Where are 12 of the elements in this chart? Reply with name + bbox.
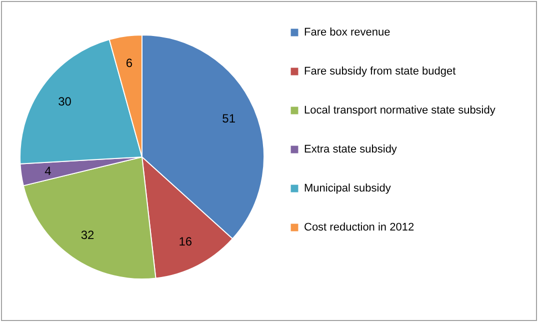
legend-label: Fare box revenue [304,26,390,38]
legend-label: Fare subsidy from state budget [304,66,456,78]
data-label: 51 [222,111,236,126]
legend-label: Local transport normative state subsidy [304,104,496,116]
data-label: 16 [178,234,192,248]
data-label: 6 [126,56,133,70]
data-label: 4 [44,164,52,178]
legend-label: Municipal subsidy [304,182,392,194]
legend-label: Cost reduction in 2012 [304,222,414,234]
legend-label: Extra state subsidy [304,144,398,156]
data-label: 30 [58,94,72,109]
data-label: 32 [80,228,95,242]
